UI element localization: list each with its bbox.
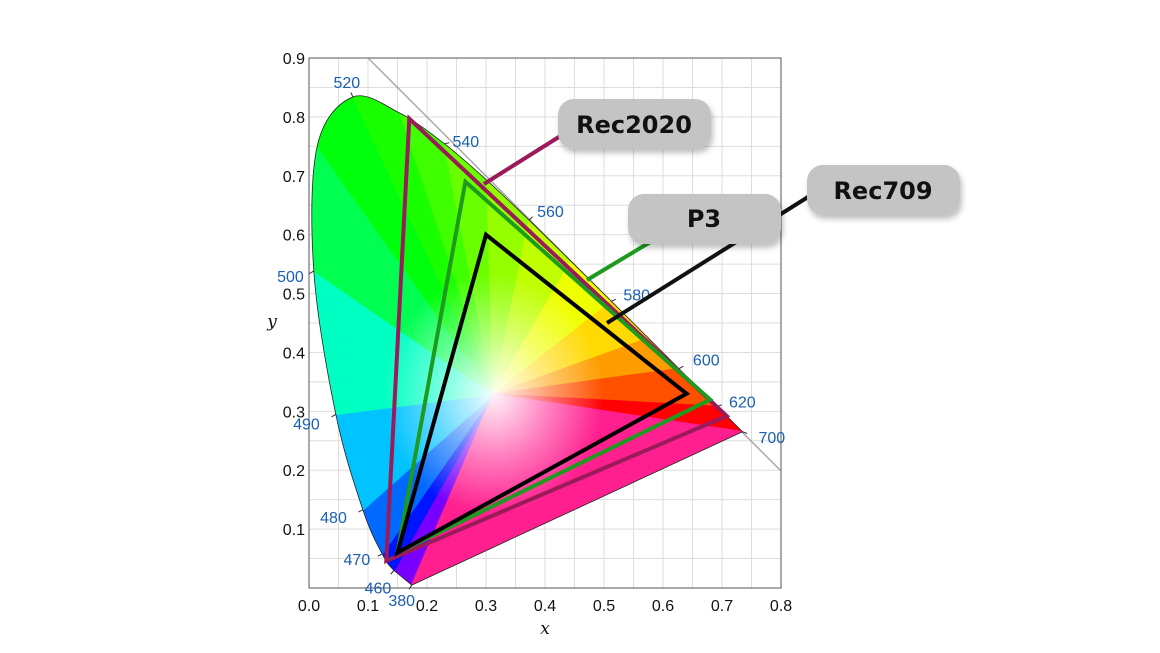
x-tick-label: 0.5: [593, 598, 615, 615]
rec709-callout-box: [807, 165, 960, 215]
x-tick-label: 0.6: [652, 598, 674, 615]
y-tick-label: 0.6: [283, 228, 305, 245]
x-tick-label: 0.3: [475, 598, 497, 615]
rec2020-callout: Rec2020: [558, 99, 711, 149]
rec2020-gamut-triangle: [384, 114, 731, 564]
axis-ticks: 0.0 0.1 0.2 0.3 0.4 0.5 0.6 0.7 0.8 0.1 0.2 0.3 0.4 0…: [283, 51, 792, 615]
p3-callout-box: [628, 194, 781, 244]
wavelength-label: 560: [537, 204, 564, 221]
wavelength-tick: [444, 142, 450, 145]
wavelength-label: 540: [452, 134, 479, 151]
x-tick-label: 0.7: [711, 598, 733, 615]
wavelength-tick: [377, 553, 383, 557]
x-tick-label: 0.8: [770, 598, 792, 615]
wavelength-label: 580: [623, 287, 650, 304]
x-tick-label: 0.4: [534, 598, 556, 615]
rec709-gamut-triangle: [394, 231, 691, 557]
y-axis-label: y: [266, 312, 277, 332]
x-axis-label: x: [540, 619, 550, 639]
x-tick-label: 0.2: [416, 598, 438, 615]
wavelength-tick: [350, 92, 354, 98]
wavelength-tick: [678, 365, 684, 370]
p3-gamut-triangle: [394, 177, 714, 557]
p3-leader-line: [585, 239, 654, 282]
wavelength-tick: [611, 298, 617, 302]
x-tick-label: 0.1: [357, 598, 379, 615]
wavelength-tick: [358, 509, 364, 513]
wavelength-label: 460: [365, 581, 392, 598]
y-tick-label: 0.8: [283, 110, 305, 127]
x-tick-label: 0.0: [298, 598, 320, 615]
wavelength-label: 490: [293, 416, 320, 433]
rec2020-label: Rec2020: [576, 111, 692, 139]
y-tick-label: 0.4: [283, 345, 305, 362]
wavelength-label: 520: [333, 75, 360, 92]
rec709-label: Rec709: [833, 177, 932, 205]
y-tick-label: 0.7: [283, 169, 305, 186]
rec2020-callout-box: [558, 99, 711, 149]
wavelength-label: 600: [693, 353, 720, 370]
wavelength-label: 620: [729, 394, 756, 411]
wavelength-label: 480: [320, 510, 347, 527]
wavelength-tick: [742, 431, 748, 434]
y-tick-label: 0.2: [283, 463, 305, 480]
wavelength-label: 470: [344, 552, 371, 569]
p3-label: P3: [687, 205, 721, 233]
y-tick-label: 0.1: [283, 522, 305, 539]
y-tick-label: 0.5: [283, 287, 305, 304]
wavelength-label: 380: [388, 593, 415, 610]
wavelength-tick: [331, 413, 337, 418]
wavelength-tick: [390, 570, 395, 575]
wavelength-label: 700: [758, 430, 785, 447]
y-tick-label: 0.3: [283, 404, 305, 421]
wavelength-tick: [309, 270, 315, 274]
wavelength-tick: [408, 584, 413, 590]
rec709-callout: Rec709: [807, 165, 960, 215]
y-tick-label: 0.9: [283, 51, 305, 68]
plot-frame: [308, 57, 782, 589]
gamut-triangles: [384, 114, 731, 564]
wavelength-label: 500: [277, 269, 304, 286]
wavelength-tick: [528, 216, 534, 221]
rec2020-leader-line: [482, 133, 564, 186]
p3-callout: P3: [628, 194, 781, 244]
